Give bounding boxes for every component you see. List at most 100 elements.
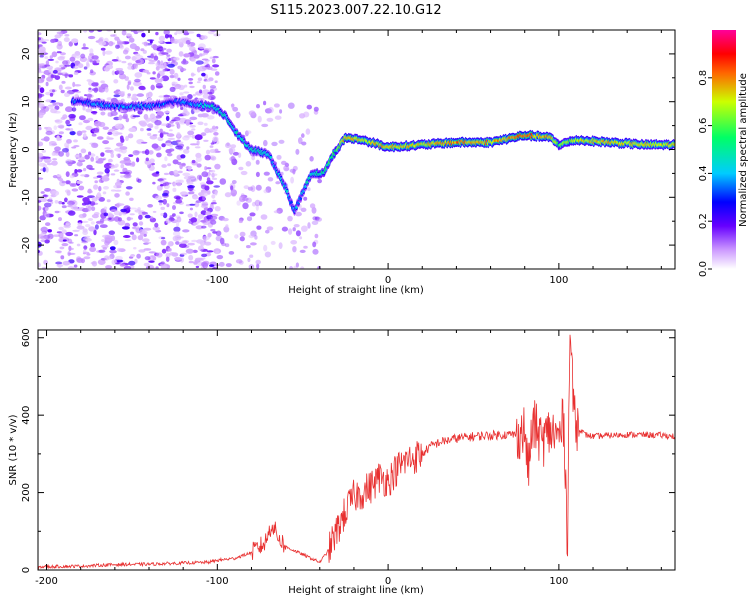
spectrogram-noise-cell [91,82,99,87]
spectrogram-noise-cell [180,252,188,255]
spectrogram-noise-cell [58,232,64,239]
spectrogram-noise-cell [162,212,168,219]
spectrogram-noise-cell [183,149,190,154]
x-tick-label: 100 [549,576,568,587]
spectrogram-noise-cell [183,108,188,114]
spectrogram-noise-cell [205,211,211,216]
spectrogram-noise-cell [101,244,109,249]
spectrogram-noise-cell [131,234,137,241]
spectrogram-noise-cell [158,95,164,98]
spectrogram-noise-cell [169,68,175,75]
spectrogram-noise-cell [76,225,85,230]
spectrogram-noise-cell [96,192,101,198]
spectrogram-noise-cell [39,54,44,58]
spectrogram-noise-cell [264,251,272,258]
spectrogram-noise-cell [114,193,120,198]
spectrogram-noise-cell [155,171,160,174]
spectrogram-noise-cell [183,30,189,34]
spectrogram-noise-cell [130,231,134,235]
spectrogram-noise-cell [89,246,97,252]
spectrogram-noise-cell [197,77,203,82]
spectrogram-noise-cell [128,260,136,266]
spectrogram-noise-cell [246,216,253,222]
spectrogram-noise-cell [73,65,79,69]
spectrogram-noise-cell [65,231,74,237]
spectrogram-noise-cell [129,217,134,220]
spectrogram-noise-cell [81,220,89,223]
spectrogram-noise-cell [180,154,186,159]
spectrogram-noise-cell [287,215,293,222]
spectrogram-noise-cell [200,204,208,209]
spectrogram-noise-cell [54,210,60,214]
spectrogram-noise-cell [190,59,196,62]
spectrogram-noise-cell [139,122,148,127]
spectrogram-noise-cell [116,153,122,157]
spectrogram-noise-cell [127,65,133,70]
spectrogram-noise-cell [104,168,110,174]
y-tick-label: 400 [21,406,32,425]
spectrogram-noise-cell [41,41,47,44]
spectrogram-noise-cell [81,46,89,50]
spectrogram-noise-cell [169,86,176,92]
spectrogram-noise-cell [38,158,42,163]
spectrogram-noise-cell [38,37,41,41]
spectrogram-noise-cell [255,184,262,191]
spectrogram-noise-cell [134,53,141,56]
spectrogram-noise-cell [38,162,46,167]
spectrogram-noise-cell [87,188,92,194]
spectrogram-noise-cell [118,90,126,94]
spectrogram-noise-cell [47,229,52,233]
snr-series-line [38,334,675,570]
spectrogram-noise-cell [161,52,169,55]
spectrogram-noise-cell [201,261,208,267]
spectrogram-noise-cell [263,244,268,252]
spectrogram-noise-cell [78,156,85,161]
spectrogram-noise-cell [52,89,55,93]
spectrogram-noise-cell [284,162,290,168]
spectrogram-noise-cell [123,157,130,161]
spectrogram-noise-cell [187,213,193,218]
spectrogram-noise-cell [188,81,193,85]
spectrogram-noise-cell [180,68,187,72]
spectrogram-noise-cell [113,239,119,246]
spectrogram-noise-cell [71,107,77,112]
spectrogram-noise-cell [193,261,198,265]
spectrogram-noise-cell [194,211,198,218]
spectrogram-noise-cell [109,246,116,251]
spectrogram-noise-cell [176,182,182,187]
spectrogram-noise-cell [58,125,65,129]
spectrogram-noise-cell [206,250,214,253]
spectrogram-noise-cell [65,171,70,178]
spectrogram-noise-cell [154,222,159,228]
spectrogram-noise-cell [248,110,256,116]
spectrogram-noise-cell [188,203,196,206]
spectrogram-noise-cell [115,44,120,49]
x-tick-label: 0 [385,576,391,587]
spectrogram-noise [38,30,322,269]
spectrogram-noise-cell [110,173,116,176]
spectrogram-noise-cell [176,236,184,239]
spectrogram-noise-cell [171,81,176,87]
spectrogram-noise-cell [98,86,103,92]
spectrogram-noise-cell [43,259,48,264]
spectrogram-noise-cell [238,166,244,171]
spectrogram-noise-cell [162,192,169,197]
spectrogram-noise-cell [144,214,151,219]
spectrogram-noise-cell [147,204,154,208]
spectrogram-noise-cell [189,177,198,182]
spectrogram-noise-cell [225,142,231,149]
spectrogram-noise-cell [91,55,99,60]
spectrogram-noise-cell [98,41,107,46]
spectrogram-noise-cell [71,188,79,192]
spectrogram-noise-cell [123,171,130,175]
spectrogram-noise-cell [46,76,53,82]
spectrogram-noise-cell [305,128,311,135]
spectrogram-noise-cell [59,246,65,250]
spectrogram-noise-cell [201,171,209,178]
y-tick-label: 0 [21,567,32,573]
spectrogram-noise-cell [225,224,229,229]
spectrogram-noise-cell [108,217,112,220]
spectrogram-noise-cell [93,143,98,147]
spectrogram-noise-cell [152,71,156,75]
